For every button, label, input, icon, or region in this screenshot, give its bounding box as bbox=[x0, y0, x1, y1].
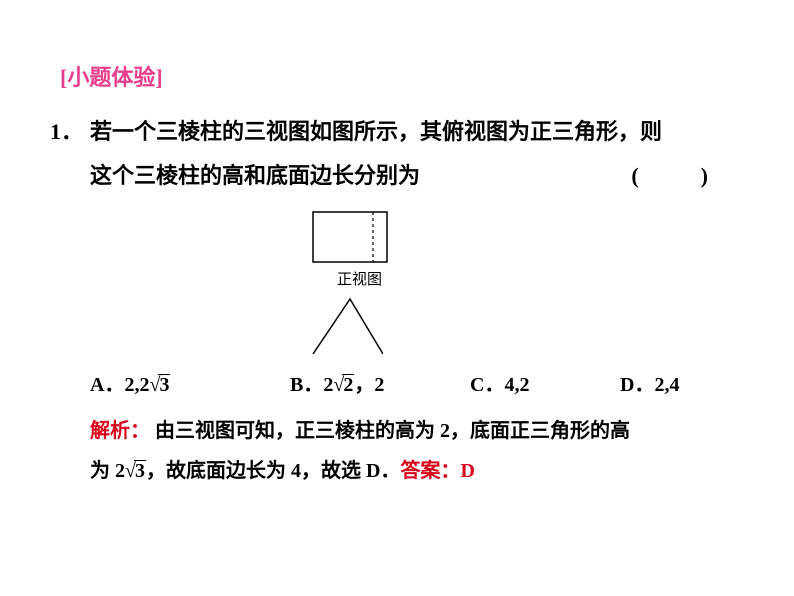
answer-label: 答案： bbox=[400, 460, 460, 482]
question-block: 1． 若一个三棱柱的三视图如图所示，其俯视图为正三角形，则 这个三棱柱的高和底面… bbox=[50, 110, 744, 198]
question-line2: 这个三棱柱的高和底面边长分别为 bbox=[90, 154, 420, 198]
option-b-pre: 2 bbox=[323, 374, 333, 397]
section-title: [小题体验] bbox=[60, 60, 744, 92]
option-c-label: C． bbox=[470, 368, 504, 397]
explanation-prefix: 解析： bbox=[90, 420, 150, 442]
option-a-label: A． bbox=[90, 368, 124, 397]
options-row: A． 2,2 √3 B． 2 √2 ，2 C． 4,2 D． 2,4 bbox=[90, 368, 744, 397]
option-c: C． 4,2 bbox=[470, 368, 620, 397]
sqrt-icon: √3 bbox=[149, 374, 170, 397]
explanation-block: 解析： 由三视图可知，正三棱柱的高为 2，底面正三角形的高 为 2√3，故底面边… bbox=[90, 411, 744, 491]
question-number: 1． bbox=[50, 110, 90, 198]
option-c-text: 4,2 bbox=[504, 374, 529, 397]
answer-value: D bbox=[460, 460, 474, 482]
answer-paren: ( ) bbox=[631, 154, 714, 198]
explanation-body2a: 为 2 bbox=[90, 460, 125, 482]
option-d-label: D． bbox=[620, 368, 654, 397]
sqrt-icon: √2 bbox=[333, 374, 354, 397]
option-d: D． 2,4 bbox=[620, 368, 679, 397]
option-b-post: ，2 bbox=[354, 368, 384, 397]
question-line1: 若一个三棱柱的三视图如图所示，其俯视图为正三角形，则 bbox=[90, 110, 744, 154]
option-b: B． 2 √2 ，2 bbox=[290, 368, 470, 397]
explanation-body1: 由三视图可知，正三棱柱的高为 2，底面正三角形的高 bbox=[155, 420, 630, 442]
question-body: 若一个三棱柱的三视图如图所示，其俯视图为正三角形，则 这个三棱柱的高和底面边长分… bbox=[90, 110, 744, 198]
svg-text:正视图: 正视图 bbox=[337, 271, 382, 288]
option-b-label: B． bbox=[290, 368, 323, 397]
three-view-diagram: 正视图 bbox=[305, 204, 744, 354]
explanation-body2b: ，故底面边长为 4，故选 D． bbox=[146, 460, 400, 482]
diagram-svg: 正视图 bbox=[305, 204, 415, 354]
option-a-pre: 2,2 bbox=[124, 374, 149, 397]
option-a: A． 2,2 √3 bbox=[90, 368, 290, 397]
option-d-text: 2,4 bbox=[654, 374, 679, 397]
sqrt-icon: √3 bbox=[125, 451, 146, 491]
